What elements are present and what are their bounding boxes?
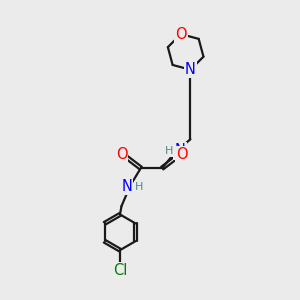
Text: O: O <box>176 147 187 162</box>
Text: Cl: Cl <box>113 263 127 278</box>
Text: O: O <box>175 27 187 42</box>
Text: N: N <box>185 62 196 77</box>
Text: H: H <box>165 146 173 156</box>
Text: O: O <box>116 147 127 162</box>
Text: H: H <box>134 182 143 192</box>
Text: N: N <box>175 143 185 158</box>
Text: N: N <box>122 179 132 194</box>
